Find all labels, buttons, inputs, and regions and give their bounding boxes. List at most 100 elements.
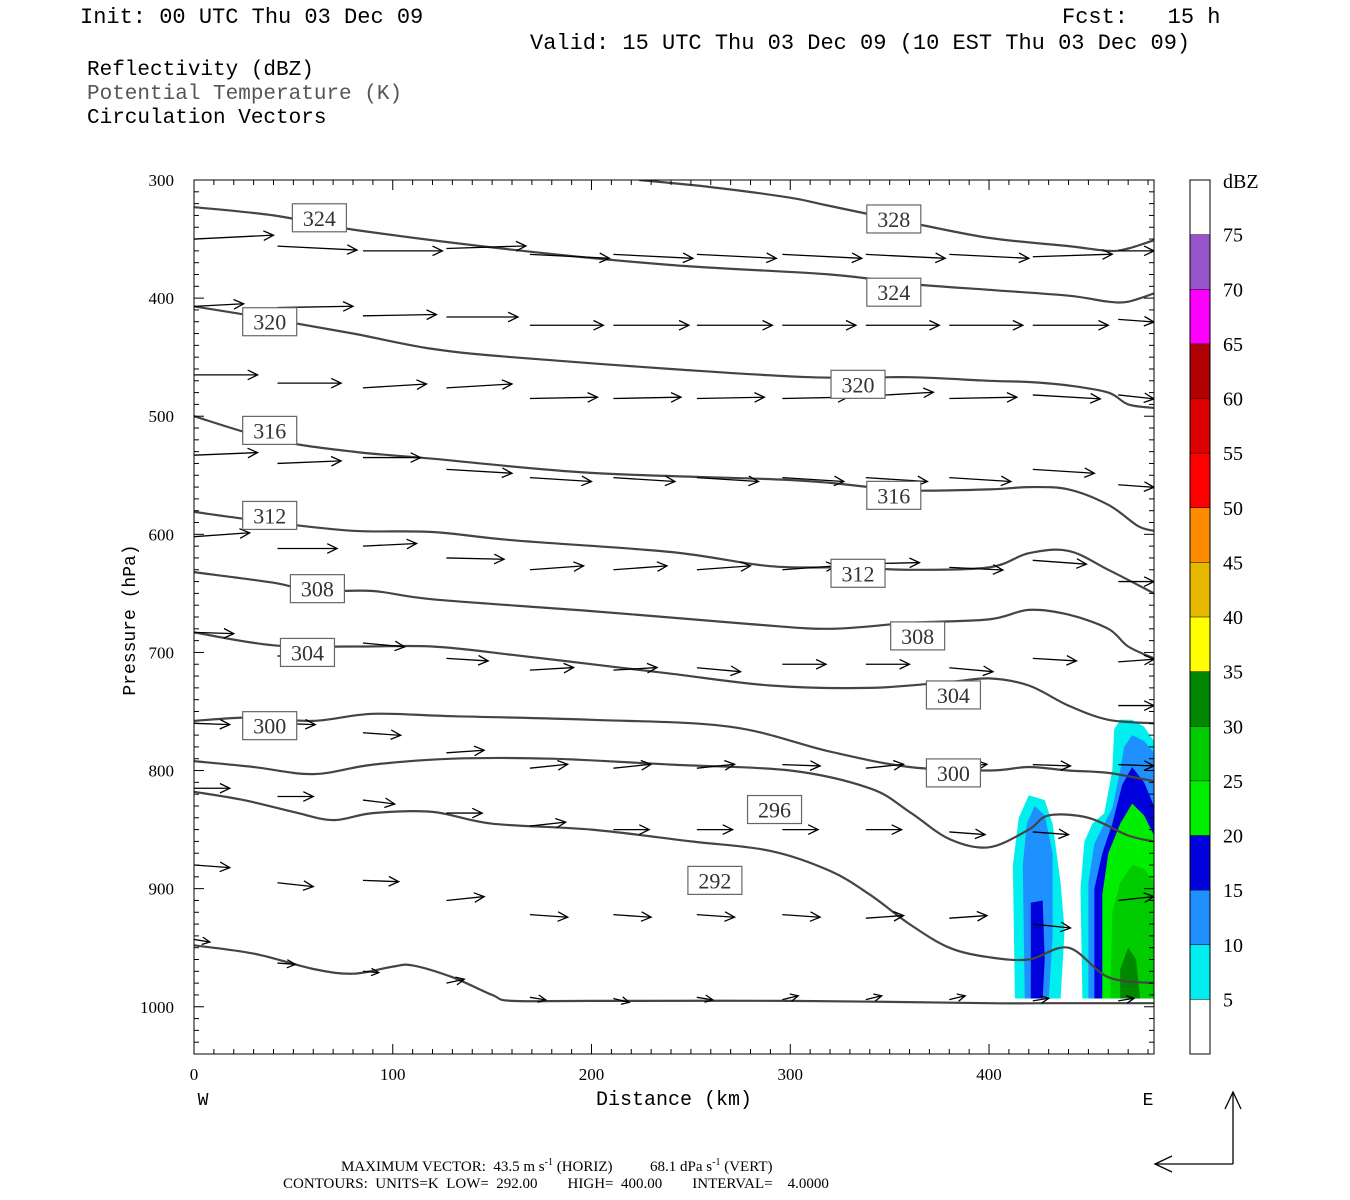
circulation-vector bbox=[613, 475, 677, 487]
circulation-vector bbox=[529, 561, 586, 572]
circulation-vector bbox=[446, 892, 486, 903]
y-tick-label: 800 bbox=[149, 762, 175, 781]
y-tick-label: 900 bbox=[149, 880, 175, 899]
circulation-vector bbox=[949, 910, 989, 922]
reference-vector-arrows bbox=[1153, 1090, 1242, 1173]
circulation-vector bbox=[446, 745, 486, 757]
colorbar-label: 45 bbox=[1223, 552, 1243, 574]
theta-contours bbox=[194, 180, 1154, 1005]
colorbar-segment-10 bbox=[1190, 890, 1210, 945]
x-tick-label: 300 bbox=[778, 1065, 804, 1084]
circulation-vector bbox=[865, 252, 947, 264]
circulation-vector bbox=[529, 392, 599, 403]
circulation-vector bbox=[362, 452, 423, 463]
circulation-vector bbox=[529, 252, 611, 264]
circulation-vector bbox=[1118, 245, 1154, 257]
contour-label-300: 300 bbox=[242, 711, 298, 741]
y-tick-label: 1000 bbox=[140, 998, 174, 1017]
x-right-direction-label: E bbox=[1143, 1091, 1154, 1111]
contour-label-312: 312 bbox=[830, 558, 886, 588]
colorbar-segment-15 bbox=[1190, 835, 1210, 891]
circulation-vector bbox=[696, 911, 737, 922]
circulation-vector bbox=[362, 640, 407, 652]
circulation-vector bbox=[1118, 654, 1154, 666]
theta-contour-292 bbox=[194, 944, 1154, 1005]
colorbar-label: 60 bbox=[1223, 389, 1243, 411]
forecast-hour: Fcst: 15 h bbox=[1062, 5, 1221, 30]
contour-label-316: 316 bbox=[866, 480, 922, 510]
circulation-vector bbox=[949, 993, 967, 1002]
x-tick-label: 400 bbox=[976, 1065, 1002, 1084]
circulation-vector bbox=[949, 828, 987, 840]
circulation-vector bbox=[277, 880, 315, 891]
colorbar-label: 35 bbox=[1223, 662, 1243, 684]
y-axis-label: Pressure (hPa) bbox=[121, 544, 141, 695]
colorbar-label: 75 bbox=[1223, 225, 1243, 247]
circulation-vector bbox=[696, 759, 737, 771]
circulation-vector bbox=[529, 994, 548, 1003]
circulation-vector bbox=[194, 861, 232, 873]
contour-label-324: 324 bbox=[866, 277, 922, 307]
circulation-vector bbox=[1118, 392, 1154, 404]
circulation-vector bbox=[529, 759, 570, 771]
circulation-vector bbox=[782, 993, 800, 1002]
colorbar-segment-below bbox=[1190, 999, 1210, 1054]
circulation-vector bbox=[1118, 700, 1154, 711]
x-tick-label: 200 bbox=[579, 1065, 605, 1084]
circulation-vector bbox=[362, 309, 438, 321]
circulation-vector bbox=[613, 824, 651, 835]
colorbar-segment-30 bbox=[1190, 671, 1210, 727]
svg-text:296: 296 bbox=[758, 798, 791, 823]
svg-text:320: 320 bbox=[253, 310, 286, 335]
circulation-vector bbox=[613, 392, 683, 403]
colorbar-segment-40 bbox=[1190, 562, 1210, 617]
x-axis-label: Distance (km) bbox=[596, 1089, 752, 1112]
colorbar-segment-5 bbox=[1190, 944, 1210, 1000]
theta-contour-324 bbox=[194, 206, 1154, 304]
circulation-vector bbox=[446, 807, 484, 819]
colorbar-label: 15 bbox=[1223, 880, 1243, 902]
svg-text:300: 300 bbox=[937, 761, 970, 786]
svg-text:316: 316 bbox=[877, 483, 910, 508]
colorbar-segment-35 bbox=[1190, 617, 1210, 672]
circulation-vector bbox=[446, 553, 506, 565]
reflectivity-region-15dbz bbox=[1030, 900, 1045, 999]
contour-label-308: 308 bbox=[289, 574, 346, 604]
colorbar-label: 5 bbox=[1223, 989, 1233, 1011]
circulation-vector bbox=[194, 298, 246, 310]
circulation-vector bbox=[277, 959, 297, 969]
colorbar-label: 30 bbox=[1223, 716, 1243, 738]
colorbar-label: 25 bbox=[1223, 771, 1243, 793]
circulation-vector bbox=[194, 718, 232, 730]
reflectivity-region-30dbz bbox=[1120, 947, 1141, 999]
svg-text:304: 304 bbox=[291, 640, 324, 665]
legend-potential-temperature: Potential Temperature (K) bbox=[87, 83, 403, 106]
circulation-vector bbox=[194, 936, 212, 946]
contour-label-312: 312 bbox=[242, 500, 298, 531]
circulation-vector bbox=[782, 252, 864, 264]
circulation-vector bbox=[613, 996, 631, 1005]
svg-text:300: 300 bbox=[253, 714, 286, 739]
colorbar-label: 65 bbox=[1223, 334, 1243, 356]
circulation-vector bbox=[1032, 995, 1051, 1004]
circulation-vector bbox=[949, 319, 1025, 331]
contour-label-308: 308 bbox=[890, 621, 946, 651]
circulation-vector bbox=[949, 665, 995, 677]
theta-contour-312 bbox=[194, 510, 1154, 595]
circulation-vector bbox=[362, 967, 381, 977]
theta-contour-304 bbox=[194, 631, 1154, 725]
circulation-vector bbox=[696, 252, 778, 264]
circulation-vector bbox=[782, 319, 858, 331]
circulation-vector bbox=[446, 467, 514, 479]
circulation-vector bbox=[1032, 249, 1114, 260]
circulation-vector bbox=[613, 662, 659, 674]
theta-contour-320 bbox=[194, 305, 1154, 409]
circulation-vector bbox=[529, 662, 576, 674]
colorbar-title: dBZ bbox=[1223, 171, 1259, 193]
valid-time: Valid: 15 UTC Thu 03 Dec 09 (10 EST Thu … bbox=[530, 31, 1191, 56]
circulation-vector bbox=[1118, 576, 1154, 587]
circulation-vector bbox=[194, 447, 260, 459]
circulation-vector bbox=[277, 791, 315, 802]
svg-text:308: 308 bbox=[301, 577, 334, 602]
colorbar-label: 55 bbox=[1223, 443, 1243, 465]
